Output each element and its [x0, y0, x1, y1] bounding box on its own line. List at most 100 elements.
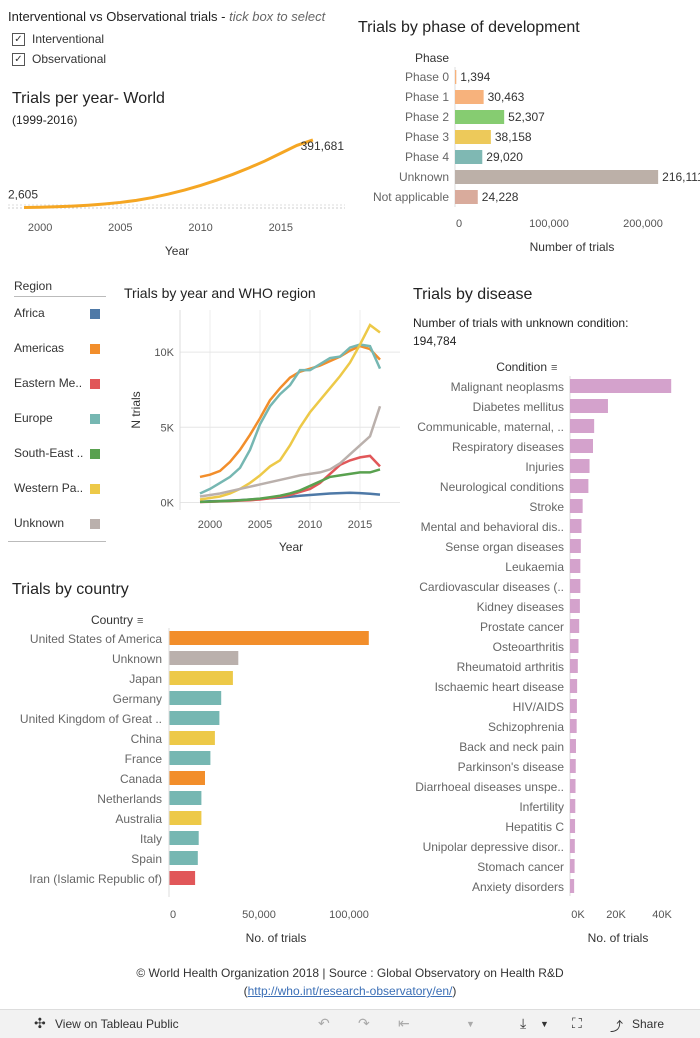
share-button[interactable]: Share [632, 1017, 665, 1031]
disease-bar [570, 379, 672, 393]
legend-color-swatch [90, 484, 100, 494]
filter-option-interventional[interactable]: ✓ Interventional [12, 32, 104, 46]
phase-value-label: 38,158 [495, 130, 532, 144]
revert-icon[interactable]: ⇤ [398, 1015, 410, 1031]
undo-icon[interactable]: ↶ [318, 1015, 330, 1031]
disease-title: Trials by disease [413, 286, 533, 303]
disease-category-label: Leukaemia [505, 560, 564, 574]
region-line-chart[interactable]: 0K 5K 10K 2000 2005 2010 2015 N trials Year [110, 305, 400, 560]
disease-x-tick: 40K [652, 909, 672, 921]
country-bar-chart[interactable]: Country ≡ United States of America Unknown J… [0, 605, 400, 950]
legend-color-swatch [90, 344, 100, 354]
legend-item-eastern-me-[interactable]: Eastern Me.. [14, 376, 106, 396]
disease-bar [570, 439, 593, 453]
legend-item-africa[interactable]: Africa [14, 306, 106, 326]
phase-x-tick: 200,000 [623, 218, 663, 230]
disease-bar-chart[interactable]: Condition ≡ Malignant neoplasms Diabetes me… [400, 355, 700, 950]
country-x-tick: 50,000 [242, 909, 276, 921]
region-y-axis-label: N trials [129, 391, 143, 428]
country-sort-icon: ≡ [137, 615, 143, 627]
filter-option-label: Observational [32, 52, 107, 66]
disease-bar [570, 619, 580, 633]
download-icon[interactable]: ⤓ [520, 1015, 527, 1031]
disease-bar [570, 579, 581, 593]
phase-bar [455, 90, 484, 104]
legend-item-label: Western Pa.. [14, 481, 84, 495]
disease-bar [570, 559, 581, 573]
phase-bar-chart[interactable]: Phase Phase 0 1,394 Phase 1 30,463 Phase 2 52,… [350, 45, 700, 260]
filter-hint: tick box to select [229, 9, 326, 24]
disease-category-label: Neurological conditions [440, 480, 564, 494]
disease-note: Number of trials with unknown condition: [413, 316, 629, 330]
view-on-tableau-link[interactable]: View on Tableau Public [55, 1017, 179, 1031]
disease-bar [570, 519, 582, 533]
legend-item-americas[interactable]: Americas [14, 341, 106, 361]
disease-bar [570, 419, 595, 433]
region-series-line [199, 344, 381, 479]
disease-note-value: 194,784 [413, 334, 457, 348]
world-x-tick: 2015 [269, 222, 293, 234]
disease-category-label: Stomach cancer [477, 860, 564, 874]
checkbox-interventional[interactable]: ✓ [12, 32, 25, 46]
download-chevron-icon[interactable]: ▼ [540, 1019, 549, 1029]
disease-bar [570, 599, 580, 613]
country-category-label: United States of America [30, 632, 162, 646]
disease-bar [570, 839, 575, 853]
legend-item-unknown[interactable]: Unknown [14, 516, 106, 536]
disease-bar [570, 679, 578, 693]
country-bar [169, 671, 233, 685]
region-x-tick: 2010 [298, 519, 322, 531]
disease-bar [570, 659, 578, 673]
disease-category-label: Ischaemic heart disease [435, 680, 565, 694]
country-x-tick: 100,000 [329, 909, 369, 921]
share-icon[interactable]: ⤴ [610, 1019, 624, 1034]
region-x-axis-label: Year [279, 540, 303, 554]
legend-item-europe[interactable]: Europe [14, 411, 106, 431]
legend-item-western-pa-[interactable]: Western Pa.. [14, 481, 106, 501]
revert-menu-chevron-icon[interactable]: ▼ [466, 1019, 475, 1029]
country-bar [169, 851, 198, 865]
fullscreen-icon[interactable]: ⛶ [572, 1015, 582, 1031]
disease-category-label: Cardiovascular diseases (.. [419, 580, 564, 594]
country-bar [169, 631, 369, 645]
country-bar [169, 751, 211, 765]
checkbox-observational[interactable]: ✓ [12, 52, 25, 66]
footer-link[interactable]: http://who.int/research-observatory/en/ [247, 984, 453, 998]
disease-category-label: Diarrhoeal diseases unspe.. [415, 780, 564, 794]
country-bar [169, 811, 202, 825]
country-category-label: France [125, 752, 163, 766]
legend-item-south-east-[interactable]: South-East .. [14, 446, 106, 466]
legend-color-swatch [90, 309, 100, 319]
region-series-line [199, 405, 382, 498]
country-bar [169, 691, 222, 705]
phase-x-tick: 100,000 [529, 218, 569, 230]
disease-x-tick: 0K [571, 909, 585, 921]
disease-bar [570, 859, 575, 873]
country-bar [169, 871, 196, 885]
phase-category-label: Phase 3 [405, 130, 449, 144]
world-line-chart[interactable]: 2000 2005 2010 2015 2,605 391,681 Year [0, 130, 350, 260]
disease-bar [570, 879, 575, 893]
disease-bar [570, 699, 577, 713]
redo-icon[interactable]: ↷ [358, 1015, 370, 1031]
country-category-label: Netherlands [97, 792, 162, 806]
world-x-axis-label: Year [165, 244, 189, 258]
legend-item-label: Africa [14, 306, 45, 320]
phase-header: Phase [415, 51, 449, 65]
legend-item-label: Unknown [14, 516, 65, 530]
phase-value-label: 30,463 [488, 90, 525, 104]
phase-value-label: 52,307 [508, 110, 545, 124]
tableau-toolbar: ✣ View on Tableau Public ↶ ↷ ⇤ ▼ ⤓ ▼ ⛶ ⤴… [0, 1009, 700, 1038]
legend-item-label: Europe [14, 411, 53, 425]
disease-category-label: Diabetes mellitus [473, 400, 564, 414]
disease-bar [570, 539, 581, 553]
region-legend-title: Region [14, 279, 106, 297]
phase-bar [455, 110, 505, 124]
legend-item-label: Eastern Me.. [14, 376, 83, 390]
disease-category-label: Back and neck pain [459, 740, 564, 754]
disease-category-label: Parkinson's disease [458, 760, 565, 774]
disease-category-label: Stroke [529, 500, 564, 514]
disease-bar [570, 399, 608, 413]
region-y-tick: 0K [161, 497, 175, 509]
filter-option-observational[interactable]: ✓ Observational [12, 52, 106, 66]
